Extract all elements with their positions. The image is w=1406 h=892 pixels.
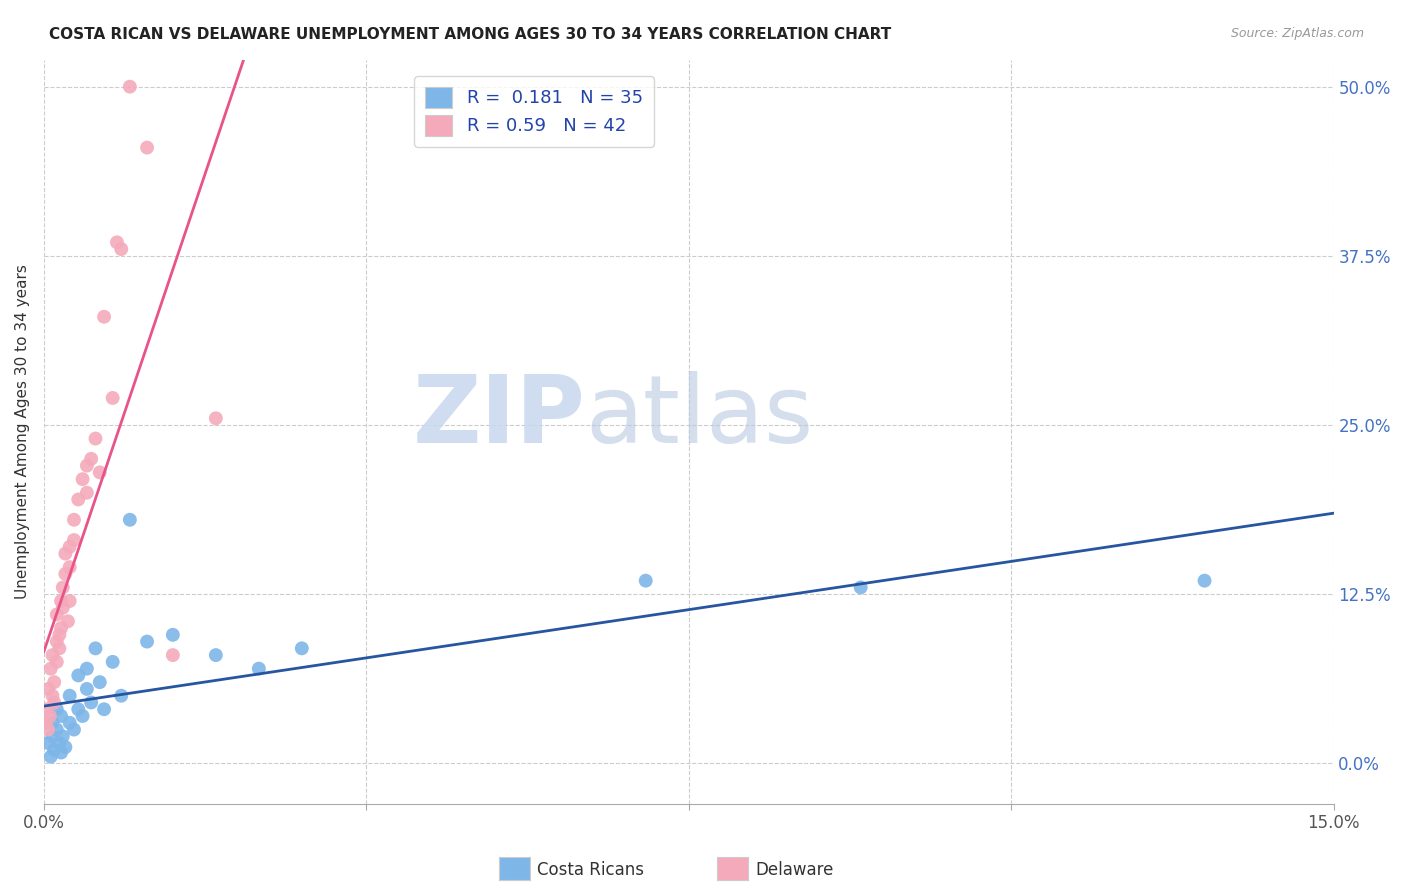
Point — [52, 581, 75, 595]
Point — [67, 492, 90, 507]
Point — [247, 662, 270, 676]
Point — [56, 614, 79, 628]
Point — [41, 648, 63, 662]
Point — [105, 235, 128, 250]
Point — [205, 411, 228, 425]
Point — [72, 472, 94, 486]
Point — [118, 513, 141, 527]
Point — [39, 662, 62, 676]
Y-axis label: Unemployment Among Ages 30 to 34 years: Unemployment Among Ages 30 to 34 years — [15, 264, 30, 599]
Text: Costa Ricans: Costa Ricans — [537, 861, 644, 879]
Point — [76, 662, 98, 676]
Point — [38, 709, 60, 723]
Point — [63, 723, 86, 737]
Point — [49, 594, 72, 608]
Point — [101, 655, 124, 669]
Point — [34, 715, 56, 730]
Point — [89, 675, 111, 690]
Point — [45, 655, 67, 669]
Point — [49, 621, 72, 635]
Point — [84, 641, 107, 656]
Point — [59, 689, 82, 703]
Point — [67, 668, 90, 682]
Point — [136, 634, 159, 648]
Point — [48, 628, 70, 642]
Point — [162, 628, 184, 642]
Point — [44, 743, 66, 757]
Point — [162, 648, 184, 662]
Point — [101, 391, 124, 405]
Point — [59, 594, 82, 608]
Point — [52, 729, 75, 743]
Point — [93, 310, 115, 324]
Point — [52, 600, 75, 615]
Point — [634, 574, 657, 588]
Point — [110, 689, 132, 703]
Point — [84, 432, 107, 446]
Point — [205, 648, 228, 662]
Text: Source: ZipAtlas.com: Source: ZipAtlas.com — [1230, 27, 1364, 40]
Point — [45, 702, 67, 716]
Point — [118, 79, 141, 94]
Point — [44, 675, 66, 690]
Point — [49, 709, 72, 723]
Point — [37, 736, 59, 750]
Point — [76, 485, 98, 500]
Point — [48, 736, 70, 750]
Point — [44, 696, 66, 710]
Point — [76, 458, 98, 473]
Point — [80, 451, 103, 466]
Point — [72, 709, 94, 723]
Point — [59, 715, 82, 730]
Point — [49, 746, 72, 760]
Point — [55, 740, 77, 755]
Point — [45, 634, 67, 648]
Point — [55, 566, 77, 581]
Point — [849, 581, 872, 595]
Point — [59, 560, 82, 574]
Point — [41, 729, 63, 743]
Point — [67, 702, 90, 716]
Point — [35, 702, 58, 716]
Text: Delaware: Delaware — [755, 861, 834, 879]
Point — [63, 513, 86, 527]
Point — [48, 641, 70, 656]
Point — [76, 681, 98, 696]
Point — [39, 749, 62, 764]
Point — [80, 696, 103, 710]
Point — [1194, 574, 1216, 588]
Point — [63, 533, 86, 547]
Legend: R =  0.181   N = 35, R = 0.59   N = 42: R = 0.181 N = 35, R = 0.59 N = 42 — [415, 76, 654, 146]
Point — [89, 466, 111, 480]
Point — [45, 607, 67, 622]
Text: atlas: atlas — [585, 371, 814, 463]
Text: ZIP: ZIP — [412, 371, 585, 463]
Point — [55, 547, 77, 561]
Point — [41, 715, 63, 730]
Point — [110, 242, 132, 256]
Point — [37, 723, 59, 737]
Point — [37, 681, 59, 696]
Point — [41, 689, 63, 703]
Point — [59, 540, 82, 554]
Point — [136, 140, 159, 154]
Text: COSTA RICAN VS DELAWARE UNEMPLOYMENT AMONG AGES 30 TO 34 YEARS CORRELATION CHART: COSTA RICAN VS DELAWARE UNEMPLOYMENT AMO… — [49, 27, 891, 42]
Point — [93, 702, 115, 716]
Point — [45, 723, 67, 737]
Point — [291, 641, 314, 656]
